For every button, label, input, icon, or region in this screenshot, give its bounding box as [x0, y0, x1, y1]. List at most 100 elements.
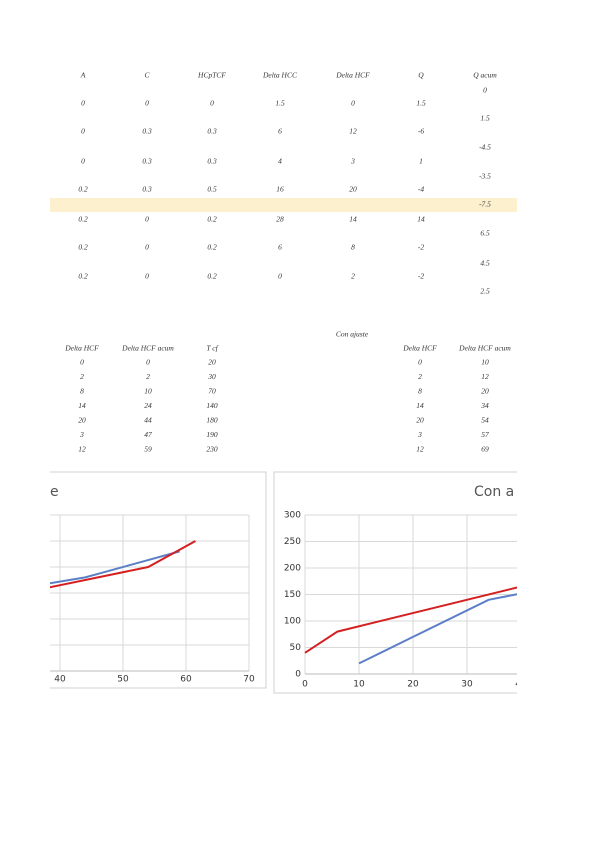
- cell: 12: [349, 127, 357, 136]
- cell: 14: [349, 215, 357, 224]
- chart-left: e 40 50 60 70: [50, 471, 267, 689]
- cell: 0: [81, 99, 85, 108]
- chart-frame: [273, 471, 517, 694]
- header-cell: A: [80, 71, 86, 80]
- cell: 6: [278, 127, 282, 136]
- y-tick-label: 0: [295, 670, 301, 680]
- cell: 0.2: [78, 243, 88, 252]
- x-tick-label: 40: [515, 680, 527, 690]
- cell: 20: [78, 416, 86, 425]
- cell: 57: [481, 430, 489, 439]
- cell: -6: [418, 127, 424, 136]
- highlight-row: [50, 198, 517, 212]
- cell: 69: [481, 445, 489, 454]
- cell: 0.3: [142, 127, 152, 136]
- cell: 0.3: [142, 185, 152, 194]
- series-line: [50, 540, 196, 589]
- header-cell: Delta HCF acum: [458, 344, 511, 353]
- cell: 2: [418, 372, 422, 381]
- x-tick-label: 0: [302, 680, 308, 690]
- header-cell: Delta HCF: [335, 71, 370, 80]
- cell: 0.2: [207, 215, 217, 224]
- cell: 10: [144, 387, 152, 396]
- chart-title: e: [50, 484, 59, 500]
- cell: 0: [483, 86, 487, 95]
- cell: 34: [480, 401, 489, 410]
- cell: 12: [416, 445, 424, 454]
- cell: 230: [206, 445, 218, 454]
- header-cell: Q acum: [473, 71, 497, 80]
- cell: 28: [276, 215, 284, 224]
- cell: 0.2: [78, 215, 88, 224]
- cell: 30: [207, 372, 216, 381]
- cell: 0.2: [78, 272, 88, 281]
- header-cell: T cf: [206, 344, 218, 353]
- cell: 3: [350, 157, 355, 166]
- cell: 3: [79, 430, 84, 439]
- cell: 54: [481, 416, 489, 425]
- cell: 0: [418, 358, 422, 367]
- cell: 10: [481, 358, 489, 367]
- cell: 0: [145, 243, 149, 252]
- chart-title: Con a: [474, 484, 514, 500]
- cell: 1.5: [275, 99, 285, 108]
- y-tick-label: 100: [284, 617, 301, 627]
- cell: 0: [210, 99, 214, 108]
- cell: 14: [78, 401, 86, 410]
- cell: 0.5: [207, 185, 217, 194]
- cell: 14: [416, 401, 424, 410]
- cell: 0.3: [142, 157, 152, 166]
- cell: 140: [206, 401, 218, 410]
- header-cell: Delta HCF: [402, 344, 437, 353]
- cell: 0: [351, 99, 355, 108]
- cell: 2: [351, 272, 355, 281]
- header-cell: Delta HCF: [64, 344, 99, 353]
- cell: 44: [144, 416, 152, 425]
- x-tick-label: 30: [461, 680, 473, 690]
- cell: -4: [418, 185, 424, 194]
- chart-right: Con a 0 50 100 150 200 250 300 0 10 20 30 40: [273, 471, 527, 694]
- cell: 20: [349, 185, 357, 194]
- cell: 180: [206, 416, 218, 425]
- cell: 4: [278, 157, 282, 166]
- y-tick-label: 250: [284, 537, 301, 547]
- x-tick-label: 60: [180, 675, 192, 685]
- cell: 4.5: [480, 259, 490, 268]
- cell: 20: [481, 387, 489, 396]
- cell: 0.2: [78, 185, 88, 194]
- table-title: Con ajuste: [336, 330, 369, 339]
- cell: 0.2: [207, 243, 217, 252]
- cell: 20: [416, 416, 424, 425]
- y-tick-label: 200: [284, 564, 301, 574]
- cell: 47: [144, 430, 152, 439]
- cell: -2: [418, 272, 424, 281]
- header-cell: C: [144, 71, 150, 80]
- cell: 0: [145, 99, 149, 108]
- cell: 0: [146, 358, 150, 367]
- cell: 190: [206, 430, 218, 439]
- x-tick-label: 10: [353, 680, 365, 690]
- series-line: [50, 550, 180, 585]
- cell: 8: [351, 243, 355, 252]
- cell: 12: [481, 372, 489, 381]
- cell: 0.2: [207, 272, 217, 281]
- cell: 6.5: [480, 229, 490, 238]
- cell: 14: [417, 215, 425, 224]
- header-cell: Delta HCC: [262, 71, 298, 80]
- y-tick-label: 300: [284, 511, 301, 521]
- cell: -4.5: [479, 143, 491, 152]
- cell: 1.5: [416, 99, 426, 108]
- cell: 70: [208, 387, 216, 396]
- cell: 0: [81, 157, 85, 166]
- x-tick-label: 20: [407, 680, 419, 690]
- cell: 8: [80, 387, 84, 396]
- cell: 2.5: [480, 287, 490, 296]
- y-tick-label: 150: [284, 590, 301, 600]
- cell: 0: [145, 215, 149, 224]
- cell: 6: [278, 243, 282, 252]
- cell: 20: [208, 358, 216, 367]
- header-cell: Delta HCF acum: [121, 344, 174, 353]
- cell: 8: [418, 387, 422, 396]
- cell: 1.5: [480, 114, 490, 123]
